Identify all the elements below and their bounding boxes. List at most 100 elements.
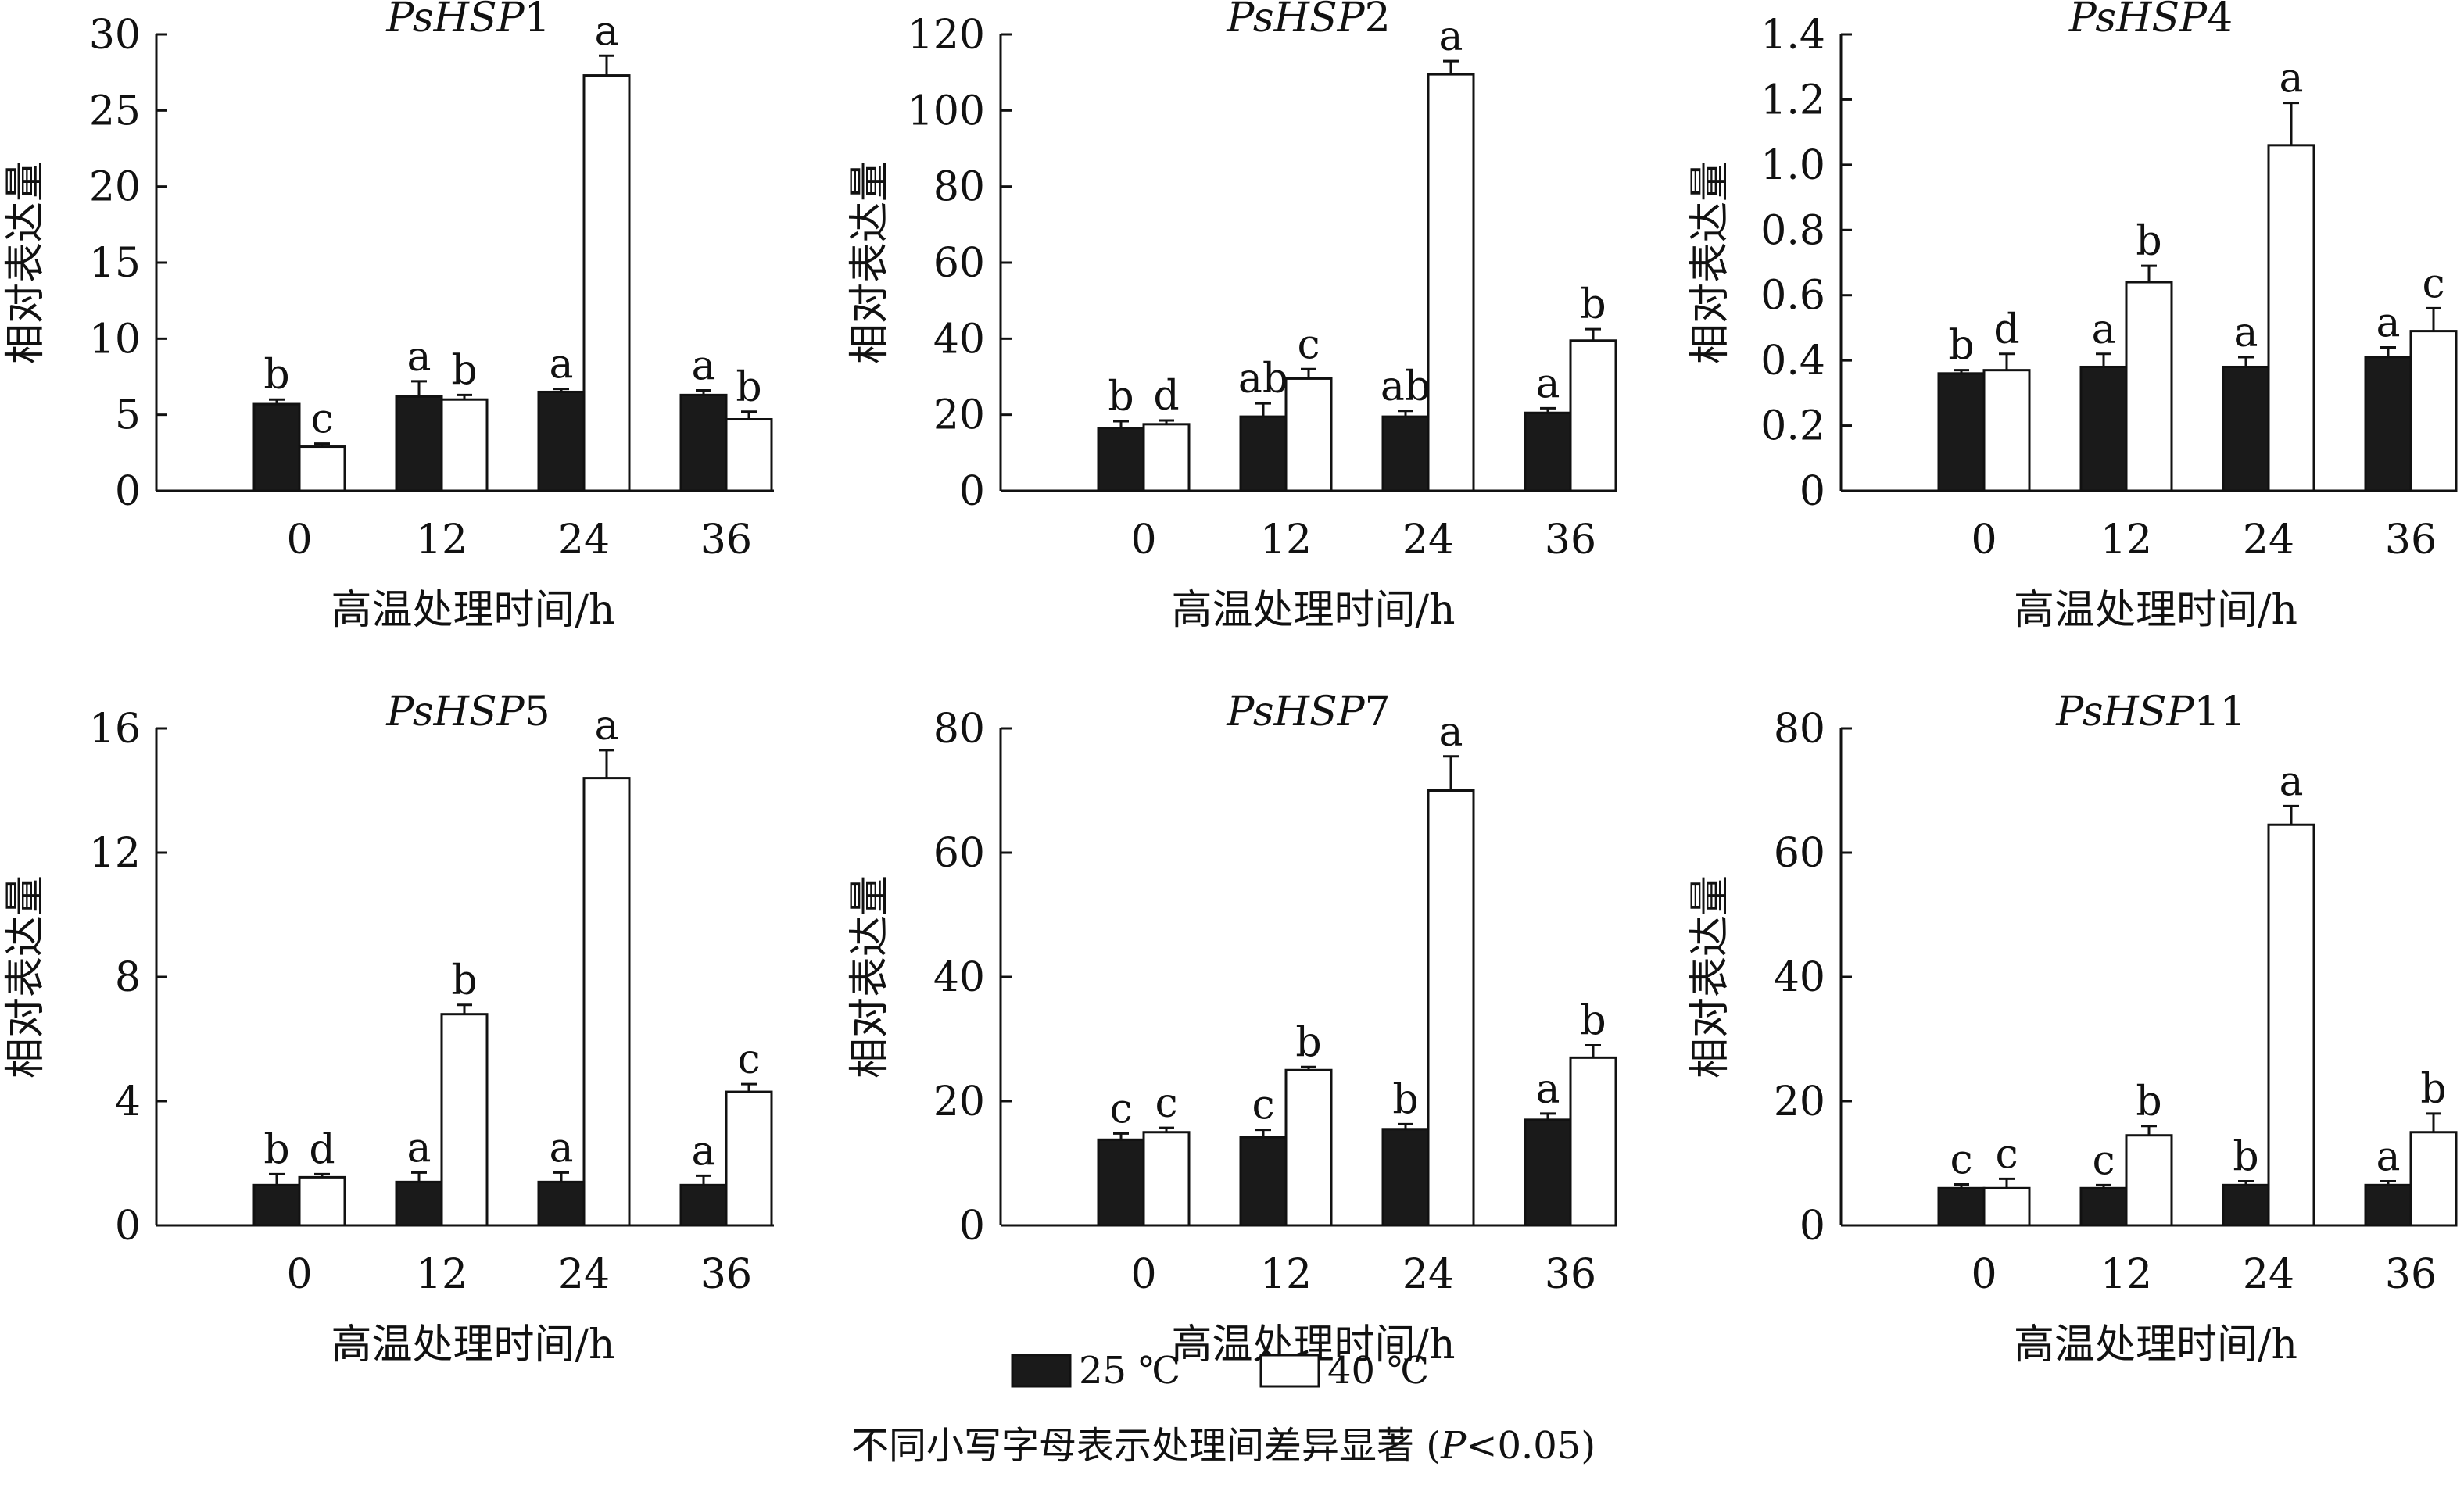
x-tick-label: 12 (416, 1251, 467, 1298)
y-tick-label: 40 (1774, 954, 1825, 1001)
significance-letter: c (1109, 1086, 1132, 1132)
x-tick-label: 0 (1130, 1251, 1156, 1298)
x-tick-label: 36 (700, 1251, 752, 1298)
y-tick-label: 20 (1774, 1078, 1825, 1125)
bar-25c (252, 1183, 301, 1227)
significance-letter: c (2092, 1137, 2115, 1184)
y-tick-label: 30 (89, 12, 141, 59)
y-axis-label: 相对表达量 (847, 161, 894, 364)
bar-25c (537, 1180, 586, 1227)
y-axis-label: 相对表达量 (847, 875, 894, 1078)
chart-title: PsHSP5 (385, 689, 550, 735)
y-axis-label: 相对表达量 (1687, 161, 1734, 364)
legend-label-40: 40 ℃ (1327, 1349, 1429, 1393)
significance-letter: a (406, 334, 431, 381)
bar-40c (1569, 339, 1617, 492)
y-tick-label: 8 (115, 954, 141, 1001)
bar-25c (252, 402, 301, 492)
x-tick-label: 24 (2243, 1251, 2294, 1298)
y-tick-label: 60 (933, 830, 985, 877)
legend-swatch-40 (1259, 1354, 1320, 1388)
y-tick-label: 60 (933, 240, 985, 287)
x-tick-label: 12 (1260, 1251, 1312, 1298)
bar-25c (395, 395, 443, 492)
bar-40c (725, 1090, 773, 1227)
y-tick-label: 20 (933, 1078, 985, 1125)
y-axis-label: 相对表达量 (2, 875, 49, 1078)
bar-25c (2364, 1183, 2412, 1227)
x-tick-label: 12 (2100, 517, 2152, 563)
bar-40c (440, 1013, 489, 1227)
y-tick-label: 0 (1800, 1203, 1825, 1250)
bar-40c (2409, 330, 2458, 492)
x-tick-label: 0 (1971, 1251, 1997, 1298)
chart-title-gene: PsHSP (1226, 689, 1365, 735)
significance-letter: b (451, 347, 477, 394)
chart-title-number: 4 (2207, 0, 2233, 41)
significance-letter: c (1155, 1080, 1177, 1127)
bar-40c (1569, 1056, 1617, 1227)
bar-40c (298, 445, 346, 492)
x-tick-label: 24 (558, 1251, 610, 1298)
bar-25c (1381, 415, 1430, 492)
bar-40c (1982, 369, 2031, 492)
chart-title: PsHSP4 (2068, 0, 2233, 41)
y-tick-label: 40 (933, 316, 985, 363)
bar-40c (582, 74, 631, 492)
footnote-suffix: <0.05) (1466, 1424, 1596, 1468)
y-tick-label: 0.8 (1760, 207, 1825, 254)
significance-letter: b (2136, 1078, 2161, 1125)
y-tick-label: 80 (1774, 706, 1825, 753)
significance-letter: c (1252, 1082, 1274, 1129)
y-tick-label: 1.0 (1760, 142, 1825, 189)
x-tick-label: 36 (2385, 1251, 2437, 1298)
bar-25c (2222, 1183, 2270, 1227)
significance-letter: b (1948, 323, 1974, 370)
x-axis-label: 高温处理时间/h (2014, 1322, 2297, 1368)
chart-title: PsHSP11 (2055, 689, 2245, 735)
significance-letter: c (1995, 1131, 2018, 1178)
x-tick-label: 0 (1130, 517, 1156, 563)
significance-letter: a (406, 1125, 431, 1171)
significance-letter: b (1580, 997, 1606, 1044)
significance-letter: b (263, 352, 289, 399)
y-tick-label: 1.4 (1760, 12, 1825, 59)
y-tick-label: 60 (1774, 830, 1825, 877)
bar-40c (1284, 1068, 1333, 1227)
x-tick-label: 12 (416, 517, 467, 563)
bar-25c (1239, 1136, 1288, 1227)
chart-title-number: 7 (1365, 689, 1391, 735)
y-tick-label: 0 (115, 468, 141, 515)
chart-title: PsHSP1 (385, 0, 550, 41)
bar-40c (1982, 1186, 2031, 1227)
bar-25c (1524, 411, 1572, 492)
x-axis-label: 高温处理时间/h (1171, 587, 1455, 634)
significance-letter: d (1993, 306, 2019, 353)
y-tick-label: 40 (933, 954, 985, 1001)
bar-25c (1381, 1128, 1430, 1227)
significance-letter: c (310, 396, 333, 443)
bar-25c (1937, 1186, 1986, 1227)
y-tick-label: 0.2 (1760, 403, 1825, 450)
significance-letter: a (549, 342, 573, 388)
x-tick-label: 24 (558, 517, 610, 563)
significance-letter: b (2420, 1066, 2446, 1113)
footnote-p: P (1440, 1424, 1467, 1468)
significance-letter: c (2422, 260, 2444, 307)
y-tick-label: 120 (908, 12, 985, 59)
significance-letter: b (451, 957, 477, 1004)
significance-letter: b (2136, 218, 2161, 265)
bar-40c (582, 777, 631, 1227)
bar-25c (1097, 427, 1145, 492)
bar-40c (2409, 1131, 2458, 1227)
chart-title-gene: PsHSP (2055, 689, 2194, 735)
y-tick-label: 100 (908, 88, 985, 134)
x-tick-label: 24 (1402, 1251, 1454, 1298)
bar-25c (537, 390, 586, 492)
